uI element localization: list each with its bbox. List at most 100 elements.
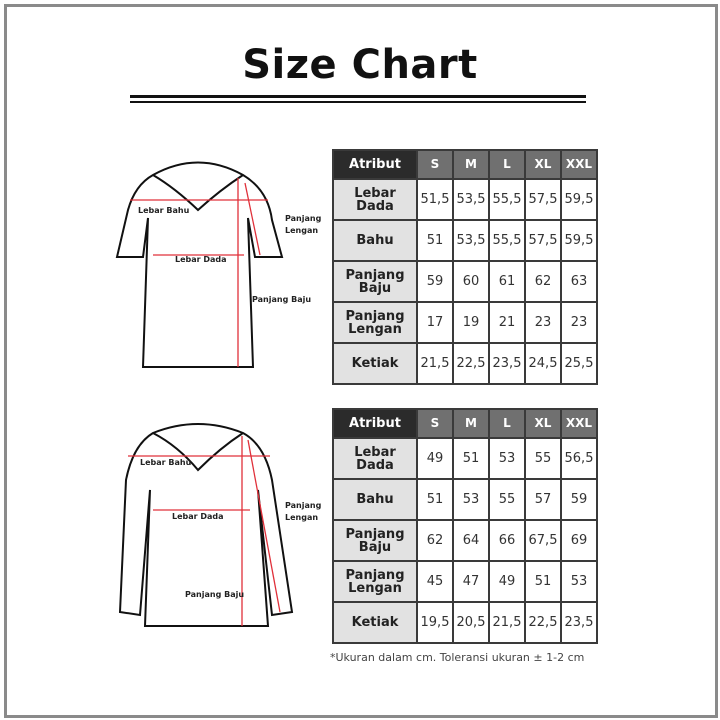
table-cell: 59,5 <box>560 178 598 221</box>
table-cell: 64 <box>452 519 490 562</box>
table-cell: 55,5 <box>488 219 526 262</box>
table-cell: 19,5 <box>416 601 454 644</box>
table-row: Panjang Lengan 45 47 49 51 53 <box>332 560 598 603</box>
table-cell: 24,5 <box>524 342 562 385</box>
table-cell: 59,5 <box>560 219 598 262</box>
table-cell: 21,5 <box>416 342 454 385</box>
table-cell: 49 <box>488 560 526 603</box>
table-cell: 55,5 <box>488 178 526 221</box>
table-cell: 23,5 <box>488 342 526 385</box>
table-cell: 69 <box>560 519 598 562</box>
label-lebar-dada: Lebar Dada <box>172 512 224 521</box>
label-panjang-lengan-2: Lengan <box>285 513 318 522</box>
label-lebar-bahu: Lebar Bahu <box>138 206 190 215</box>
table-cell: 51 <box>452 437 490 480</box>
table-row: Ketiak 19,5 20,5 21,5 22,5 23,5 <box>332 601 598 644</box>
table-cell: 53 <box>452 478 490 521</box>
label-panjang-baju: Panjang Baju <box>185 590 244 599</box>
title-divider-thin <box>130 101 586 103</box>
table-cell: 67,5 <box>524 519 562 562</box>
size-note: *Ukuran dalam cm. Toleransi ukuran ± 1-2… <box>330 651 585 664</box>
table-cell: 51 <box>416 478 454 521</box>
row-label: Bahu <box>332 219 418 262</box>
label-panjang-lengan-1: Panjang <box>285 214 322 223</box>
table-row: Bahu 51 53,5 55,5 57,5 59,5 <box>332 219 598 262</box>
table-cell: 61 <box>488 260 526 303</box>
table-cell: 22,5 <box>452 342 490 385</box>
table-cell: 22,5 <box>524 601 562 644</box>
table-cell: 59 <box>416 260 454 303</box>
table-cell: 23,5 <box>560 601 598 644</box>
row-label: Panjang Baju <box>332 519 418 562</box>
table-cell: 53 <box>488 437 526 480</box>
table-cell: 57,5 <box>524 178 562 221</box>
header-row: Atribut S M L XL XXL <box>332 408 598 439</box>
column-header-size: L <box>488 149 526 180</box>
table-cell: 51,5 <box>416 178 454 221</box>
row-label: Ketiak <box>332 342 418 385</box>
column-header-size: M <box>452 149 490 180</box>
size-table-long-sleeve: Atribut S M L XL XXL Lebar Dada 49 51 53 55 56,5 Bah… <box>332 408 598 644</box>
table-cell: 62 <box>524 260 562 303</box>
column-header-size: XL <box>524 408 562 439</box>
table-cell: 53,5 <box>452 219 490 262</box>
row-label: Lebar Dada <box>332 437 418 480</box>
table-cell: 63 <box>560 260 598 303</box>
title-divider <box>130 95 586 98</box>
page-title: Size Chart <box>242 42 478 88</box>
header-row: Atribut S M L XL XXL <box>332 149 598 180</box>
label-panjang-lengan-1: Panjang <box>285 501 322 510</box>
table-cell: 56,5 <box>560 437 598 480</box>
table-cell: 57 <box>524 478 562 521</box>
row-label: Ketiak <box>332 601 418 644</box>
table-cell: 59 <box>560 478 598 521</box>
row-label: Panjang Baju <box>332 260 418 303</box>
column-header-size: M <box>452 408 490 439</box>
column-header-size: XL <box>524 149 562 180</box>
label-lebar-bahu: Lebar Bahu <box>140 458 192 467</box>
table-cell: 47 <box>452 560 490 603</box>
column-header-size: S <box>416 149 454 180</box>
column-header-size: XXL <box>560 149 598 180</box>
table-cell: 51 <box>416 219 454 262</box>
table-cell: 49 <box>416 437 454 480</box>
table-cell: 51 <box>524 560 562 603</box>
table-cell: 23 <box>560 301 598 344</box>
table-row: Bahu 51 53 55 57 59 <box>332 478 598 521</box>
column-header-size: XXL <box>560 408 598 439</box>
label-lebar-dada: Lebar Dada <box>175 255 227 264</box>
table-row: Lebar Dada 51,5 53,5 55,5 57,5 59,5 <box>332 178 598 221</box>
table-cell: 17 <box>416 301 454 344</box>
table-cell: 19 <box>452 301 490 344</box>
short-sleeve-shirt-diagram <box>115 161 284 368</box>
table-cell: 55 <box>488 478 526 521</box>
row-label: Panjang Lengan <box>332 301 418 344</box>
table-cell: 20,5 <box>452 601 490 644</box>
table-cell: 53,5 <box>452 178 490 221</box>
label-panjang-baju: Panjang Baju <box>252 295 311 304</box>
table-cell: 21,5 <box>488 601 526 644</box>
table-row: Lebar Dada 49 51 53 55 56,5 <box>332 437 598 480</box>
row-label: Bahu <box>332 478 418 521</box>
column-header-atribut: Atribut <box>332 408 418 439</box>
column-header-size: L <box>488 408 526 439</box>
table-cell: 60 <box>452 260 490 303</box>
table-cell: 66 <box>488 519 526 562</box>
label-panjang-lengan-2: Lengan <box>285 226 318 235</box>
row-label: Lebar Dada <box>332 178 418 221</box>
table-cell: 45 <box>416 560 454 603</box>
table-cell: 57,5 <box>524 219 562 262</box>
size-table-short-sleeve: Atribut S M L XL XXL Lebar Dada 51,5 53,5 55,5 57,… <box>332 149 598 385</box>
table-cell: 23 <box>524 301 562 344</box>
image-border <box>4 4 718 718</box>
column-header-atribut: Atribut <box>332 149 418 180</box>
long-sleeve-shirt-diagram <box>118 423 294 627</box>
row-label: Panjang Lengan <box>332 560 418 603</box>
table-row: Panjang Baju 59 60 61 62 63 <box>332 260 598 303</box>
table-cell: 21 <box>488 301 526 344</box>
table-row: Panjang Lengan 17 19 21 23 23 <box>332 301 598 344</box>
column-header-size: S <box>416 408 454 439</box>
table-cell: 53 <box>560 560 598 603</box>
table-row: Panjang Baju 62 64 66 67,5 69 <box>332 519 598 562</box>
